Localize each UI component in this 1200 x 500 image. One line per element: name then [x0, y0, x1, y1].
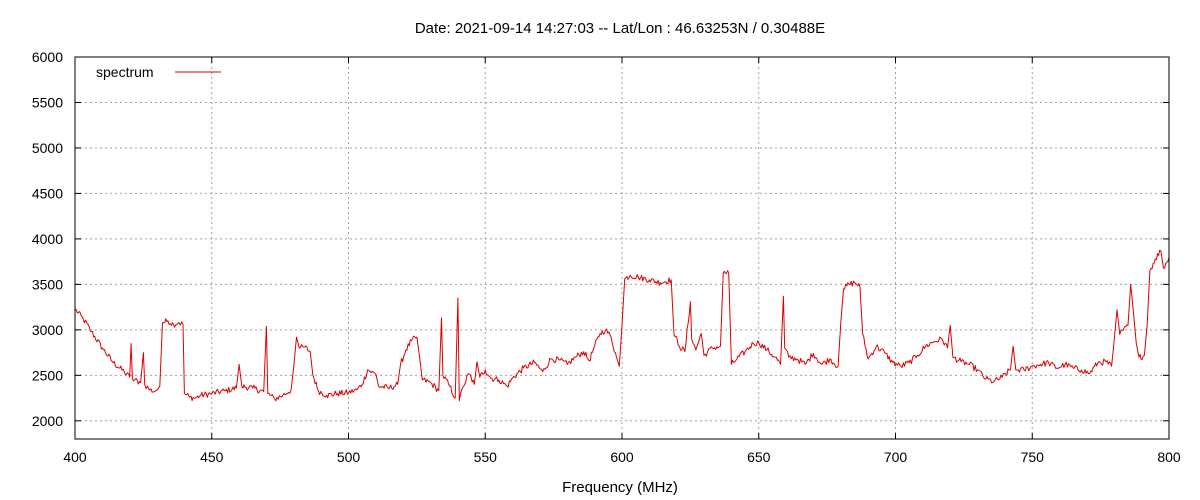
y-tick-label: 5000 — [32, 140, 63, 156]
x-tick-label: 700 — [884, 449, 908, 465]
y-tick-label: 6000 — [32, 49, 63, 65]
x-tick-label: 800 — [1157, 449, 1181, 465]
x-axis-title: Frequency (MHz) — [562, 479, 678, 496]
y-tick-label: 3000 — [32, 322, 63, 338]
y-tick-label: 3500 — [32, 276, 63, 292]
y-tick-label: 4500 — [32, 185, 63, 201]
legend-label: spectrum — [96, 64, 154, 80]
x-tick-label: 600 — [610, 449, 634, 465]
tick-layer: 400 450 500 550 600 650 700 750 800 2000 2500 3000 3… — [32, 49, 1181, 465]
plot-frame — [74, 56, 1170, 440]
y-tick-label: 4000 — [32, 231, 63, 247]
series-layer — [74, 249, 1170, 402]
x-tick-label: 400 — [63, 449, 87, 465]
x-tick-label: 450 — [200, 449, 224, 465]
chart-title: Date: 2021-09-14 14:27:03 -- Lat/Lon : 4… — [415, 20, 825, 37]
y-tick-label: 5500 — [32, 94, 63, 110]
x-tick-label: 650 — [747, 449, 771, 465]
x-tick-label: 750 — [1021, 449, 1045, 465]
y-tick-label: 2000 — [32, 413, 63, 429]
series-line-spectrum — [74, 249, 1170, 402]
x-tick-label: 500 — [337, 449, 361, 465]
x-tick-label: 550 — [474, 449, 498, 465]
grid-layer — [75, 57, 1169, 439]
legend: spectrum — [96, 64, 221, 80]
y-tick-label: 2500 — [32, 367, 63, 383]
